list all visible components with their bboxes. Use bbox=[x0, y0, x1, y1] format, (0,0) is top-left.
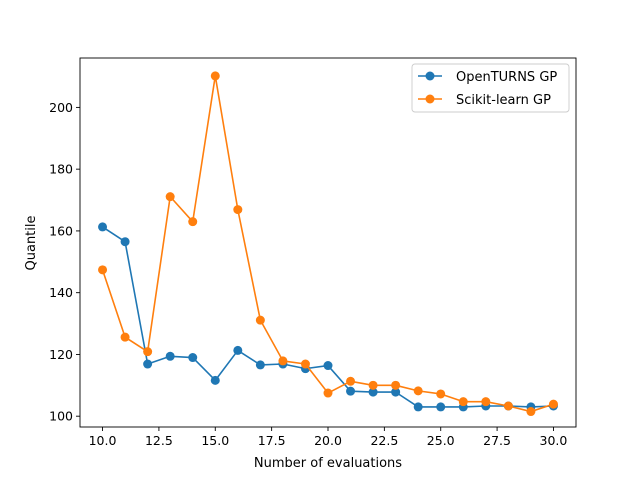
data-point-scikit-learn-gp bbox=[233, 205, 243, 215]
data-point-openturns-gp bbox=[436, 402, 446, 412]
x-tick-label: 27.5 bbox=[483, 433, 511, 448]
data-point-scikit-learn-gp bbox=[255, 315, 265, 325]
data-point-scikit-learn-gp bbox=[391, 380, 401, 390]
data-point-openturns-gp bbox=[165, 351, 175, 361]
data-point-openturns-gp bbox=[233, 345, 243, 355]
data-point-openturns-gp bbox=[143, 359, 153, 369]
series-scikit-learn-gp bbox=[98, 71, 558, 417]
data-point-scikit-learn-gp bbox=[368, 380, 378, 390]
x-tick-label: 12.5 bbox=[145, 433, 173, 448]
data-point-openturns-gp bbox=[120, 237, 130, 247]
y-axis-ticks: 100 120 140 160 180 200 bbox=[49, 100, 80, 424]
y-tick-label: 120 bbox=[49, 347, 73, 362]
data-point-scikit-learn-gp bbox=[458, 397, 468, 407]
data-point-openturns-gp bbox=[346, 386, 356, 396]
data-point-openturns-gp bbox=[98, 222, 108, 232]
x-axis-label: Number of evaluations bbox=[254, 456, 402, 471]
y-tick-label: 200 bbox=[49, 100, 73, 115]
legend-label-scikit: Scikit-learn GP bbox=[456, 93, 551, 108]
data-point-scikit-learn-gp bbox=[210, 71, 220, 81]
y-tick-label: 140 bbox=[49, 285, 73, 300]
x-axis-ticks: 10.0 12.5 15.0 17.5 20.0 22.5 25.0 27.5 30.0 bbox=[89, 427, 568, 448]
legend-label-openturns: OpenTURNS GP bbox=[456, 70, 557, 85]
y-axis-label: Quantile bbox=[24, 216, 39, 271]
x-tick-label: 25.0 bbox=[427, 433, 455, 448]
y-tick-label: 100 bbox=[49, 409, 73, 424]
x-tick-label: 22.5 bbox=[370, 433, 398, 448]
data-point-openturns-gp bbox=[413, 402, 423, 412]
data-point-scikit-learn-gp bbox=[143, 347, 153, 357]
legend-marker-openturns bbox=[425, 71, 435, 81]
data-point-scikit-learn-gp bbox=[188, 217, 198, 227]
legend-box bbox=[411, 63, 570, 113]
data-point-openturns-gp bbox=[255, 360, 265, 370]
x-tick-label: 15.0 bbox=[201, 433, 229, 448]
data-point-scikit-learn-gp bbox=[346, 376, 356, 386]
x-tick-label: 30.0 bbox=[540, 433, 568, 448]
data-point-scikit-learn-gp bbox=[548, 399, 558, 409]
series-layer bbox=[98, 71, 558, 417]
legend: OpenTURNS GP Scikit-learn GP bbox=[411, 63, 570, 113]
data-point-scikit-learn-gp bbox=[300, 359, 310, 369]
x-tick-label: 20.0 bbox=[314, 433, 342, 448]
data-point-scikit-learn-gp bbox=[278, 356, 288, 366]
x-tick-label: 17.5 bbox=[258, 433, 286, 448]
data-point-openturns-gp bbox=[368, 387, 378, 397]
y-tick-label: 160 bbox=[49, 223, 73, 238]
data-point-openturns-gp bbox=[391, 387, 401, 397]
data-point-scikit-learn-gp bbox=[98, 265, 108, 275]
y-tick-label: 180 bbox=[49, 162, 73, 177]
data-point-scikit-learn-gp bbox=[323, 388, 333, 398]
data-point-scikit-learn-gp bbox=[436, 389, 446, 399]
data-point-scikit-learn-gp bbox=[413, 386, 423, 396]
data-point-scikit-learn-gp bbox=[526, 407, 536, 417]
data-point-openturns-gp bbox=[323, 361, 333, 371]
data-point-scikit-learn-gp bbox=[165, 192, 175, 202]
data-point-scikit-learn-gp bbox=[503, 401, 513, 411]
legend-marker-scikit bbox=[425, 94, 435, 104]
data-point-openturns-gp bbox=[210, 375, 220, 385]
x-tick-label: 10.0 bbox=[89, 433, 117, 448]
data-point-scikit-learn-gp bbox=[120, 332, 130, 342]
data-point-scikit-learn-gp bbox=[481, 397, 491, 407]
data-point-openturns-gp bbox=[188, 353, 198, 363]
